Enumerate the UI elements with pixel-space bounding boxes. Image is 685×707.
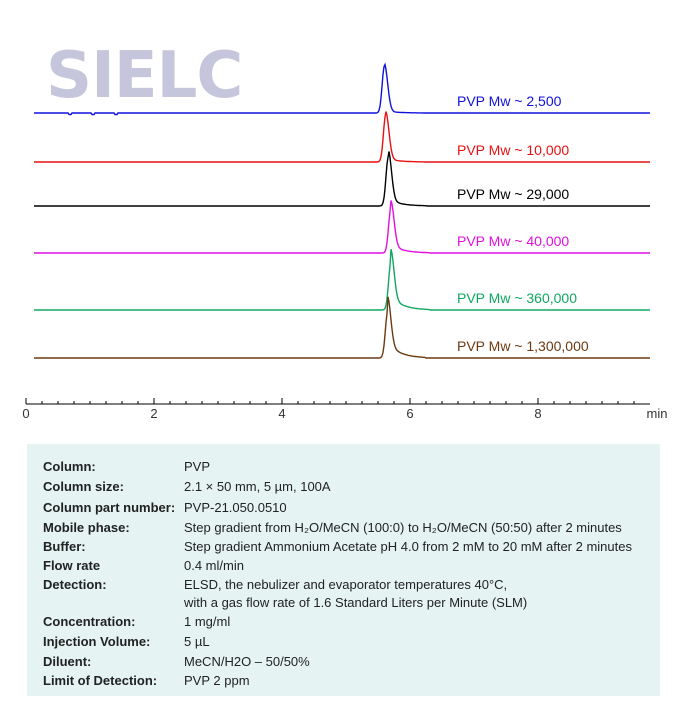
condition-value: PVP [184, 459, 211, 474]
series-line [34, 111, 650, 163]
condition-value: 5 µL [184, 634, 210, 649]
condition-label: Column size: [43, 479, 124, 494]
condition-label: Concentration: [43, 614, 136, 629]
series-line [34, 296, 650, 359]
x-tick-label: 0 [22, 406, 29, 421]
condition-label: Injection Volume: [43, 634, 151, 649]
series-line [34, 200, 650, 254]
chromatogram-traces: PVP Mw ~ 2,500 PVP Mw ~ 10,000 PVP Mw ~ 29… [34, 62, 650, 359]
x-axis: 0 2 4 6 8 min [22, 398, 667, 421]
series-line [34, 151, 650, 207]
condition-label: Limit of Detection: [43, 673, 158, 688]
method-conditions-panel: Column: PVP Column size: 2.1 × 50 mm, 5 … [27, 444, 660, 696]
series-label: PVP Mw ~ 10,000 [457, 142, 569, 158]
condition-label: Diluent: [43, 654, 92, 669]
series-line [34, 249, 650, 311]
x-tick-label: 8 [534, 406, 541, 421]
condition-value: Step gradient from H₂O/MeCN (100:0) to H… [184, 520, 622, 535]
condition-label: Detection: [43, 577, 107, 592]
condition-value: PVP-21.050.0510 [184, 500, 287, 515]
condition-value: Step gradient Ammonium Acetate pH 4.0 fr… [184, 539, 632, 554]
condition-label: Flow rate [43, 558, 101, 573]
condition-value: PVP 2 ppm [184, 673, 250, 688]
condition-value: with a gas flow rate of 1.6 Standard Lit… [184, 595, 528, 610]
condition-value: ELSD, the nebulizer and evaporator tempe… [184, 577, 508, 592]
condition-label: Buffer: [43, 539, 86, 554]
series-label: PVP Mw ~ 1,300,000 [457, 338, 589, 354]
x-tick-label: 4 [278, 406, 285, 421]
series-label: PVP Mw ~ 2,500 [457, 93, 562, 109]
series-label: PVP Mw ~ 40,000 [457, 233, 569, 249]
condition-value: 0.4 ml/min [184, 558, 244, 573]
x-axis-unit: min [647, 406, 668, 421]
condition-value: 2.1 × 50 mm, 5 µm, 100A [184, 479, 331, 494]
condition-value: MeCN/H2O – 50/50% [184, 654, 310, 669]
series-line [34, 62, 650, 116]
x-tick-label: 2 [150, 406, 157, 421]
condition-label: Column part number: [43, 500, 176, 515]
series-label: PVP Mw ~ 360,000 [457, 290, 577, 306]
condition-label: Column: [43, 459, 96, 474]
sielc-logo: SIELC [46, 39, 242, 113]
condition-value: 1 mg/ml [184, 614, 231, 629]
series-label: PVP Mw ~ 29,000 [457, 186, 569, 202]
condition-label: Mobile phase: [43, 520, 130, 535]
x-tick-label: 6 [406, 406, 413, 421]
